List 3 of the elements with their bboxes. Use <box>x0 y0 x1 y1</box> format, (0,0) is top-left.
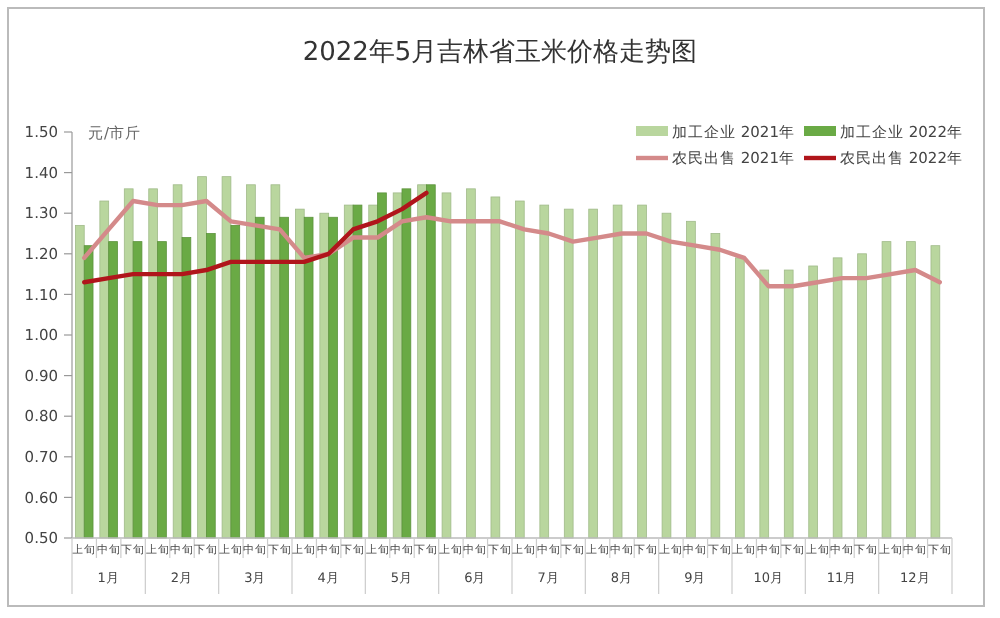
line-series <box>82 190 429 285</box>
line-series <box>82 198 942 289</box>
chart-title: 2022年5月吉林省玉米价格走势图 <box>302 38 698 68</box>
